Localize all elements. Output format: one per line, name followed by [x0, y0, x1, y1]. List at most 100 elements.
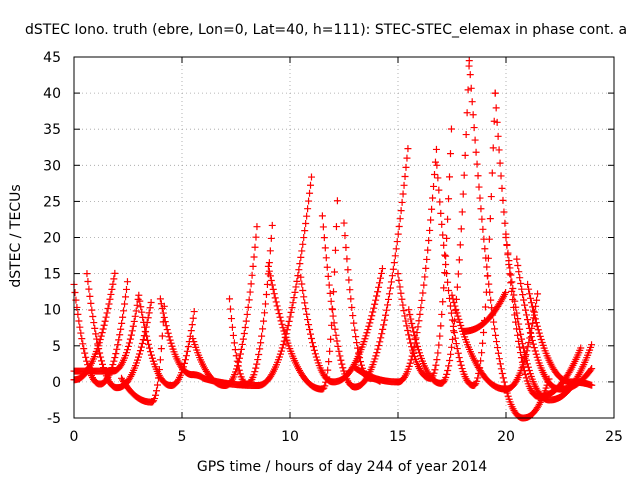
data-point-marker: [109, 280, 117, 288]
data-point-marker: [517, 330, 525, 338]
data-point-marker: [326, 289, 334, 297]
data-point-marker: [472, 148, 480, 156]
y-tick-label: 10: [43, 303, 61, 319]
data-point-marker: [427, 216, 435, 224]
data-point-marker: [367, 315, 375, 323]
data-point-marker: [481, 303, 489, 311]
data-point-marker: [357, 361, 365, 369]
data-point-marker: [106, 295, 114, 303]
data-point-marker: [287, 308, 295, 316]
data-point-marker: [419, 289, 427, 297]
data-point-marker: [501, 382, 509, 390]
x-tick-label: 15: [389, 429, 407, 445]
data-point-marker: [519, 291, 527, 299]
data-point-marker: [532, 350, 540, 358]
data-point-marker: [94, 342, 102, 350]
data-point-marker: [588, 341, 596, 349]
data-point-marker: [77, 329, 85, 337]
data-point-marker: [440, 241, 448, 249]
data-point-marker: [334, 342, 342, 350]
data-point-marker: [374, 345, 382, 353]
data-point-marker: [522, 374, 530, 382]
data-point-marker: [297, 253, 305, 261]
data-point-marker: [518, 335, 526, 343]
data-point-marker: [122, 349, 130, 357]
data-point-marker: [533, 322, 541, 330]
data-point-marker: [491, 325, 499, 333]
data-point-marker: [433, 356, 441, 364]
data-point-marker: [114, 341, 122, 349]
data-point-marker: [495, 355, 503, 363]
data-point-marker: [253, 223, 261, 231]
data-point-marker: [320, 234, 328, 242]
data-point-marker: [588, 365, 596, 373]
data-point-marker: [509, 285, 517, 293]
data-point-marker: [230, 339, 238, 347]
data-point-marker: [299, 287, 307, 295]
data-point-marker: [380, 321, 388, 329]
data-point-marker: [72, 296, 80, 304]
data-point-marker: [389, 265, 397, 273]
data-point-marker: [489, 144, 497, 152]
data-point-marker: [184, 343, 192, 351]
data-point-marker: [188, 321, 196, 329]
data-point-marker: [507, 271, 515, 279]
data-point-marker: [305, 321, 313, 329]
data-point-marker: [448, 291, 456, 299]
data-point-marker: [400, 307, 408, 315]
data-point-marker: [270, 290, 278, 298]
x-axis-label: GPS time / hours of day 244 of year 2014: [197, 459, 487, 475]
series-arc: [491, 89, 585, 400]
series-arc: [502, 234, 596, 404]
data-point-marker: [530, 311, 538, 319]
data-point-marker: [477, 357, 485, 365]
data-point-marker: [514, 262, 522, 270]
data-point-marker: [248, 271, 256, 279]
data-point-marker: [458, 208, 466, 216]
data-point-marker: [278, 320, 286, 328]
data-point-marker: [96, 349, 104, 357]
data-point-marker: [292, 283, 300, 291]
data-point-marker: [267, 234, 275, 242]
data-point-marker: [500, 208, 508, 216]
data-point-marker: [435, 341, 443, 349]
data-point-marker: [120, 307, 128, 315]
data-point-marker: [455, 354, 463, 362]
data-point-marker: [444, 215, 452, 223]
data-point-marker: [90, 319, 98, 327]
data-point-marker: [301, 299, 309, 307]
data-point-marker: [406, 335, 414, 343]
data-point-marker: [577, 344, 585, 352]
data-point-marker: [517, 280, 525, 288]
series-arc: [394, 125, 455, 382]
data-point-marker: [513, 255, 521, 263]
data-point-marker: [444, 367, 452, 375]
data-point-marker: [352, 333, 360, 341]
data-point-marker: [402, 317, 410, 325]
data-point-marker: [454, 312, 462, 320]
data-point-marker: [378, 265, 386, 273]
data-point-marker: [374, 288, 382, 296]
data-point-marker: [281, 330, 289, 338]
data-point-marker: [250, 253, 258, 261]
data-point-marker: [162, 322, 170, 330]
data-point-marker: [442, 252, 450, 260]
data-point-marker: [453, 345, 461, 353]
data-point-marker: [406, 359, 414, 367]
data-point-marker: [442, 373, 450, 381]
data-point-marker: [242, 317, 250, 325]
data-point-marker: [443, 270, 451, 278]
data-point-marker: [491, 89, 499, 97]
series-arc: [135, 291, 198, 390]
data-point-marker: [289, 299, 297, 307]
data-point-marker: [362, 332, 370, 340]
data-point-marker: [104, 305, 112, 313]
data-point-marker: [79, 340, 87, 348]
y-tick-label: 15: [43, 267, 61, 283]
data-point-marker: [134, 353, 142, 361]
data-point-marker: [100, 321, 108, 329]
data-point-marker: [381, 316, 389, 324]
data-point-marker: [330, 268, 338, 276]
data-point-marker: [510, 291, 518, 299]
data-point-marker: [300, 293, 308, 301]
